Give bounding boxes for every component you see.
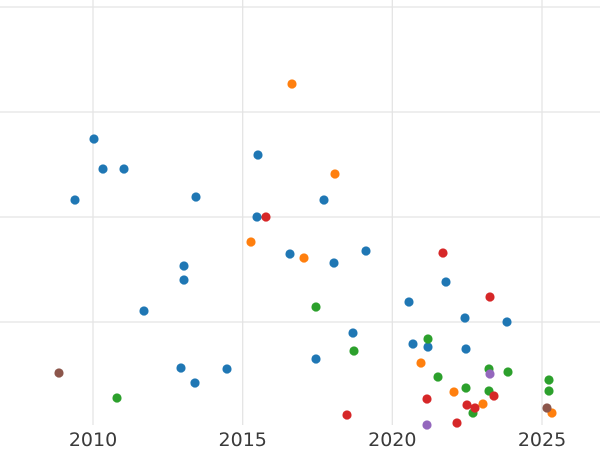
data-point-red: [485, 292, 495, 302]
data-point-blue: [176, 363, 186, 373]
data-point-orange: [330, 169, 340, 179]
data-point-blue: [222, 364, 232, 374]
data-point-purple: [485, 369, 495, 379]
data-point-blue: [361, 246, 371, 256]
data-point-blue: [329, 258, 339, 268]
data-point-purple: [422, 420, 432, 430]
data-point-green: [503, 367, 513, 377]
x-tick-label: 2015: [219, 429, 267, 450]
data-point-green: [544, 386, 554, 396]
data-point-blue: [252, 212, 262, 222]
data-point-blue: [119, 164, 129, 174]
data-point-orange: [416, 358, 426, 368]
data-point-red: [342, 410, 352, 420]
data-point-blue: [404, 297, 414, 307]
data-point-blue: [285, 249, 295, 259]
data-point-orange: [287, 79, 297, 89]
data-point-red: [261, 212, 271, 222]
data-point-blue: [190, 378, 200, 388]
x-tick-label: 2025: [518, 429, 566, 450]
data-point-blue: [441, 277, 451, 287]
data-point-brown: [542, 403, 552, 413]
data-point-green: [544, 375, 554, 385]
data-point-orange: [449, 387, 459, 397]
data-point-blue: [191, 192, 201, 202]
data-point-blue: [139, 306, 149, 316]
data-point-blue: [423, 342, 433, 352]
data-point-red: [470, 403, 480, 413]
x-tick-label: 2010: [69, 429, 117, 450]
data-point-blue: [98, 164, 108, 174]
data-point-blue: [253, 150, 263, 160]
data-point-red: [438, 248, 448, 258]
data-point-green: [112, 393, 122, 403]
data-point-blue: [179, 261, 189, 271]
data-point-blue: [461, 344, 471, 354]
data-point-orange: [246, 237, 256, 247]
data-point-green: [461, 383, 471, 393]
data-point-green: [433, 372, 443, 382]
data-point-blue: [89, 134, 99, 144]
data-point-blue: [311, 354, 321, 364]
data-point-brown: [54, 368, 64, 378]
data-point-orange: [299, 253, 309, 263]
data-point-blue: [348, 328, 358, 338]
data-point-red: [489, 391, 499, 401]
data-point-blue: [179, 275, 189, 285]
data-point-blue: [460, 313, 470, 323]
data-point-blue: [319, 195, 329, 205]
data-point-blue: [502, 317, 512, 327]
data-point-green: [311, 302, 321, 312]
data-point-blue: [408, 339, 418, 349]
data-point-blue: [70, 195, 80, 205]
data-point-green: [423, 334, 433, 344]
data-point-red: [462, 400, 472, 410]
data-point-orange: [478, 399, 488, 409]
data-point-green: [349, 346, 359, 356]
data-point-red: [422, 394, 432, 404]
x-tick-label: 2020: [368, 429, 416, 450]
data-point-red: [452, 418, 462, 428]
